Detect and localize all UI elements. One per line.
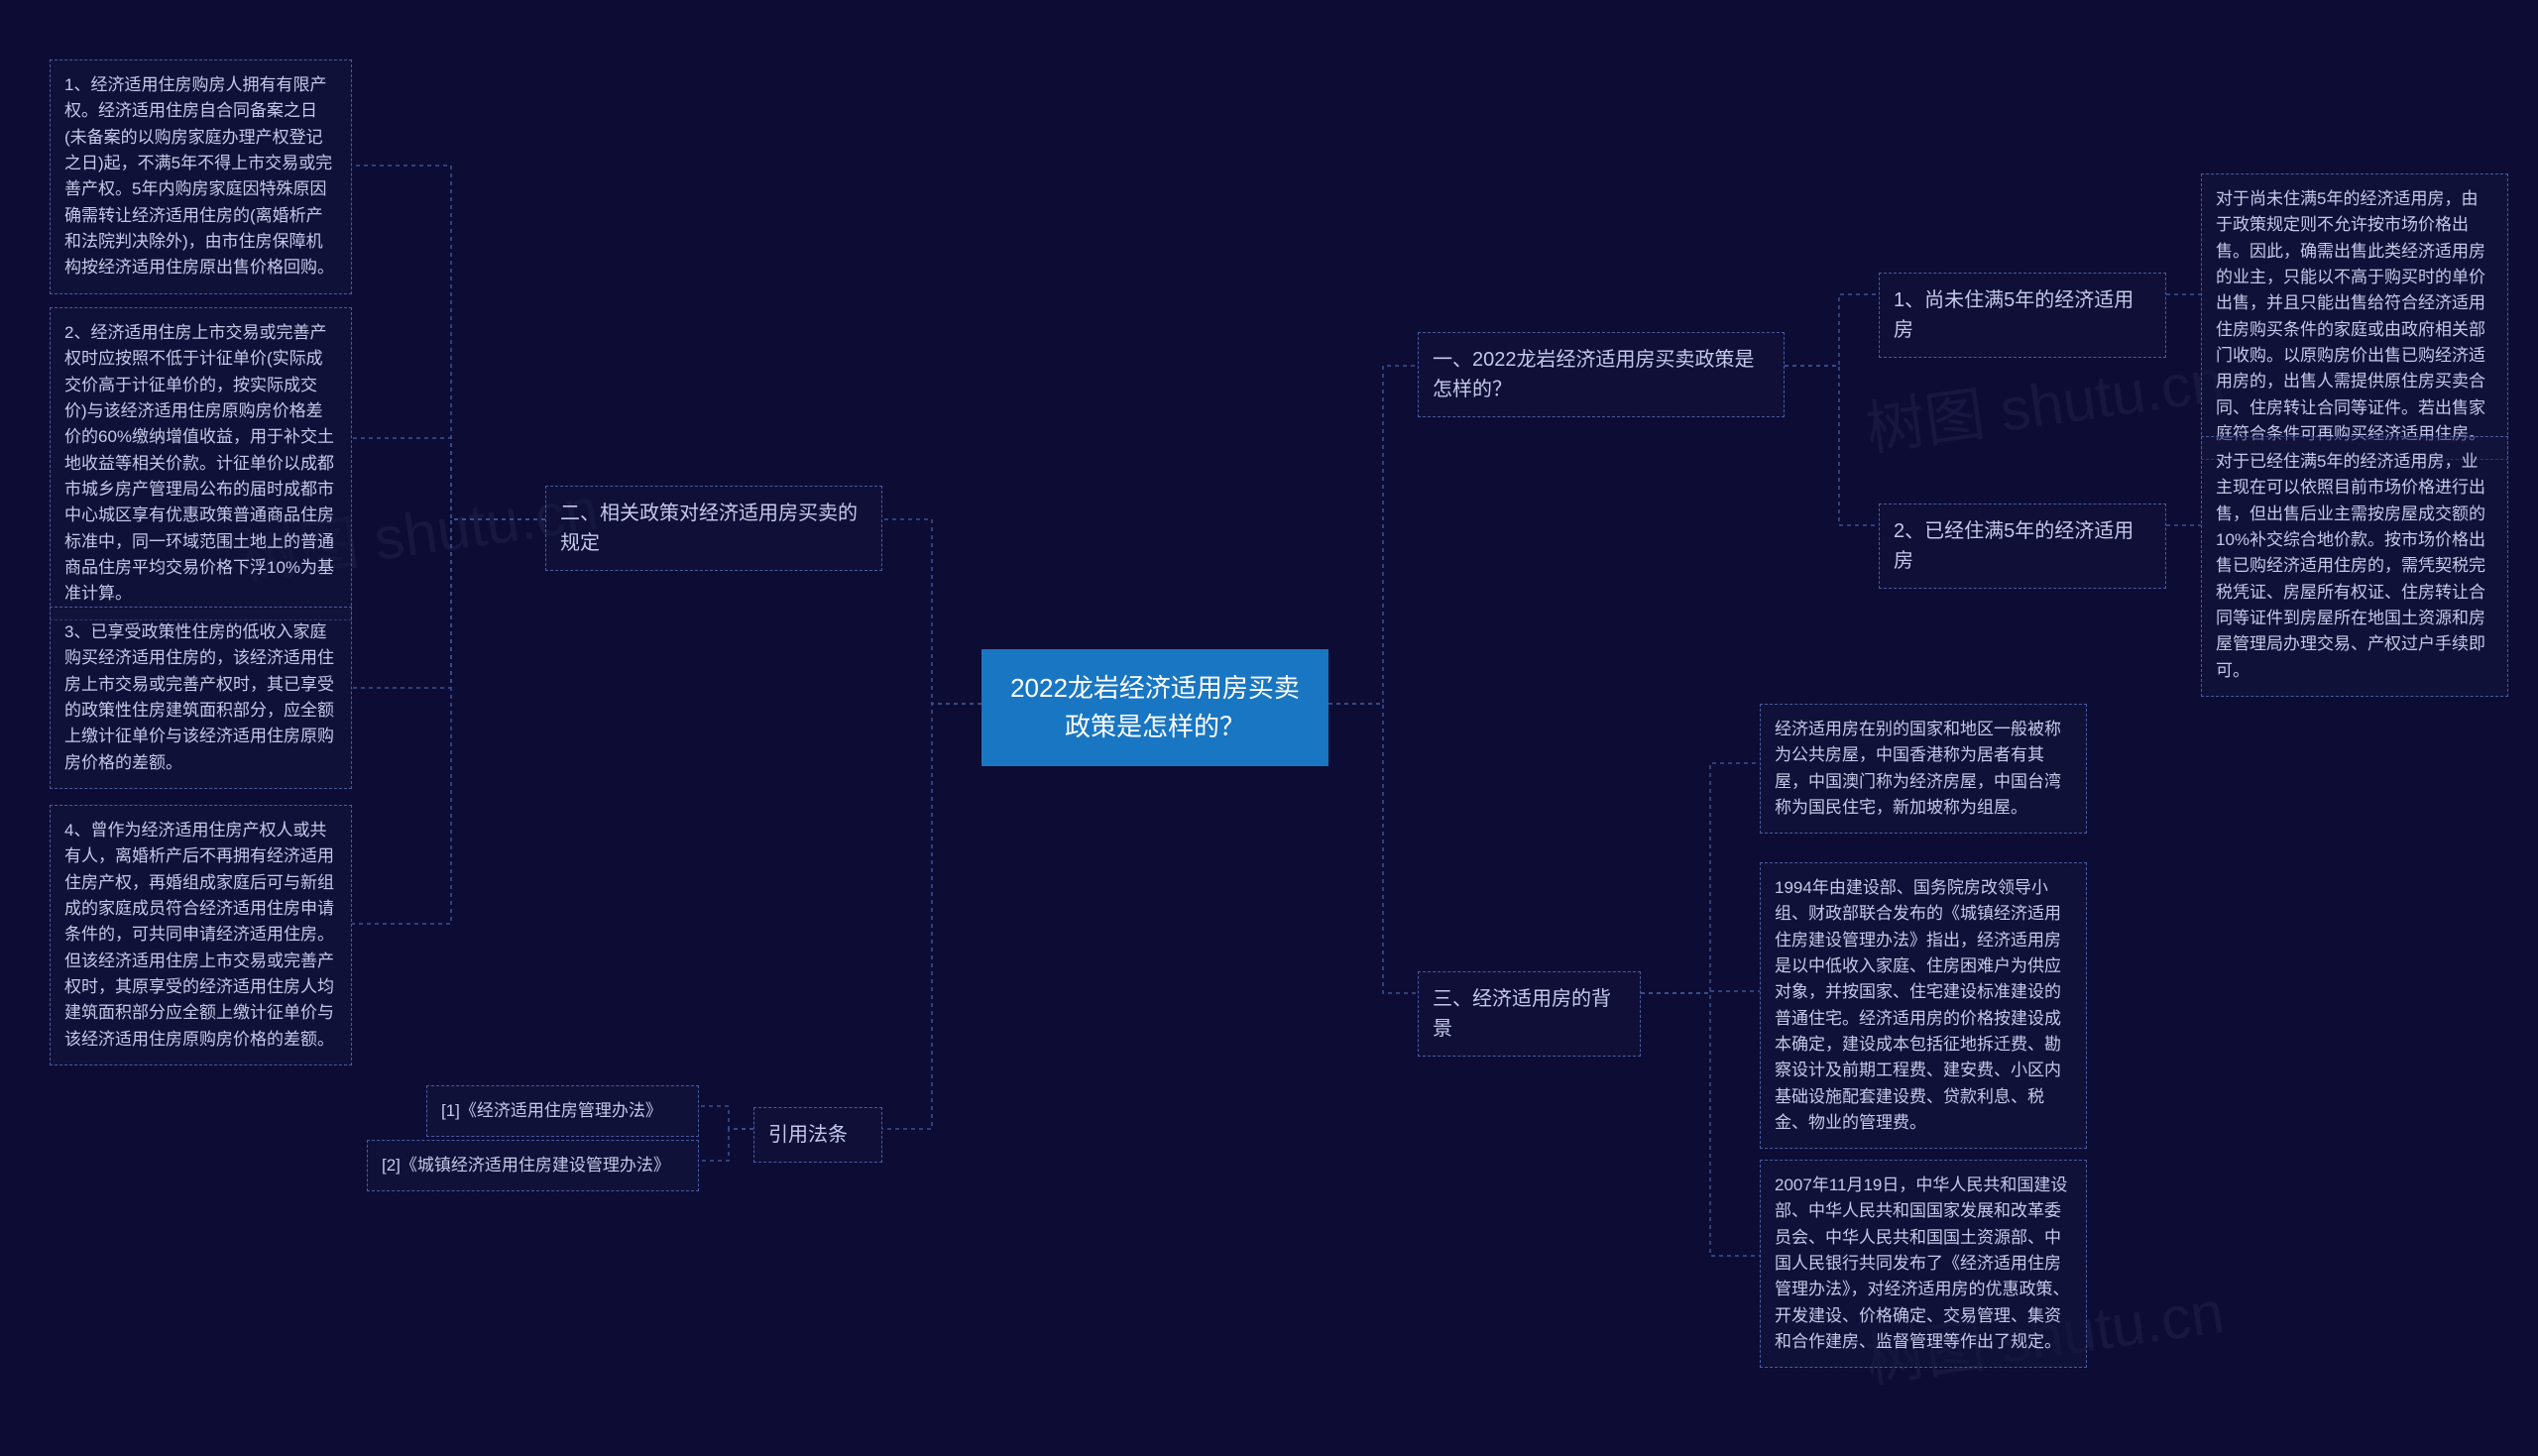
branch-over-5-years[interactable]: 2、已经住满5年的经济适用房 <box>1879 504 2166 589</box>
leaf-reg-4: 4、曾作为经济适用住房产权人或共有人，离婚析产后不再拥有经济适用住房产权，再婚组… <box>50 805 352 1065</box>
leaf-bg-3: 2007年11月19日，中华人民共和国建设部、中华人民共和国国家发展和改革委员会… <box>1760 1160 2087 1368</box>
branch-policy-2022[interactable]: 一、2022龙岩经济适用房买卖政策是怎样的？ <box>1418 332 1785 417</box>
leaf-bg-2: 1994年由建设部、国务院房改领导小组、财政部联合发布的《城镇经济适用住房建设管… <box>1760 862 2087 1149</box>
leaf-reg-3: 3、已享受政策性住房的低收入家庭购买经济适用住房的，该经济适用住房上市交易或完善… <box>50 607 352 789</box>
branch-regulations[interactable]: 二、相关政策对经济适用房买卖的规定 <box>545 486 882 571</box>
branch-under-5-years[interactable]: 1、尚未住满5年的经济适用房 <box>1879 273 2166 358</box>
leaf-over-5-years-detail: 对于已经住满5年的经济适用房，业主现在可以依照目前市场价格进行出售，但出售后业主… <box>2201 436 2508 697</box>
branch-cited-laws[interactable]: 引用法条 <box>753 1107 882 1163</box>
leaf-law-2: [2]《城镇经济适用住房建设管理办法》 <box>367 1140 699 1191</box>
center-topic[interactable]: 2022龙岩经济适用房买卖政策是怎样的？ <box>981 649 1328 766</box>
leaf-reg-2: 2、经济适用住房上市交易或完善产权时应按照不低于计征单价(实际成交价高于计征单价… <box>50 307 352 620</box>
branch-background[interactable]: 三、经济适用房的背景 <box>1418 971 1641 1057</box>
leaf-reg-1: 1、经济适用住房购房人拥有有限产权。经济适用住房自合同备案之日(未备案的以购房家… <box>50 59 352 294</box>
leaf-under-5-years-detail: 对于尚未住满5年的经济适用房，由于政策规定则不允许按市场价格出售。因此，确需出售… <box>2201 173 2508 460</box>
leaf-bg-1: 经济适用房在别的国家和地区一般被称为公共房屋，中国香港称为居者有其屋，中国澳门称… <box>1760 704 2087 834</box>
leaf-law-1: [1]《经济适用住房管理办法》 <box>426 1085 699 1137</box>
